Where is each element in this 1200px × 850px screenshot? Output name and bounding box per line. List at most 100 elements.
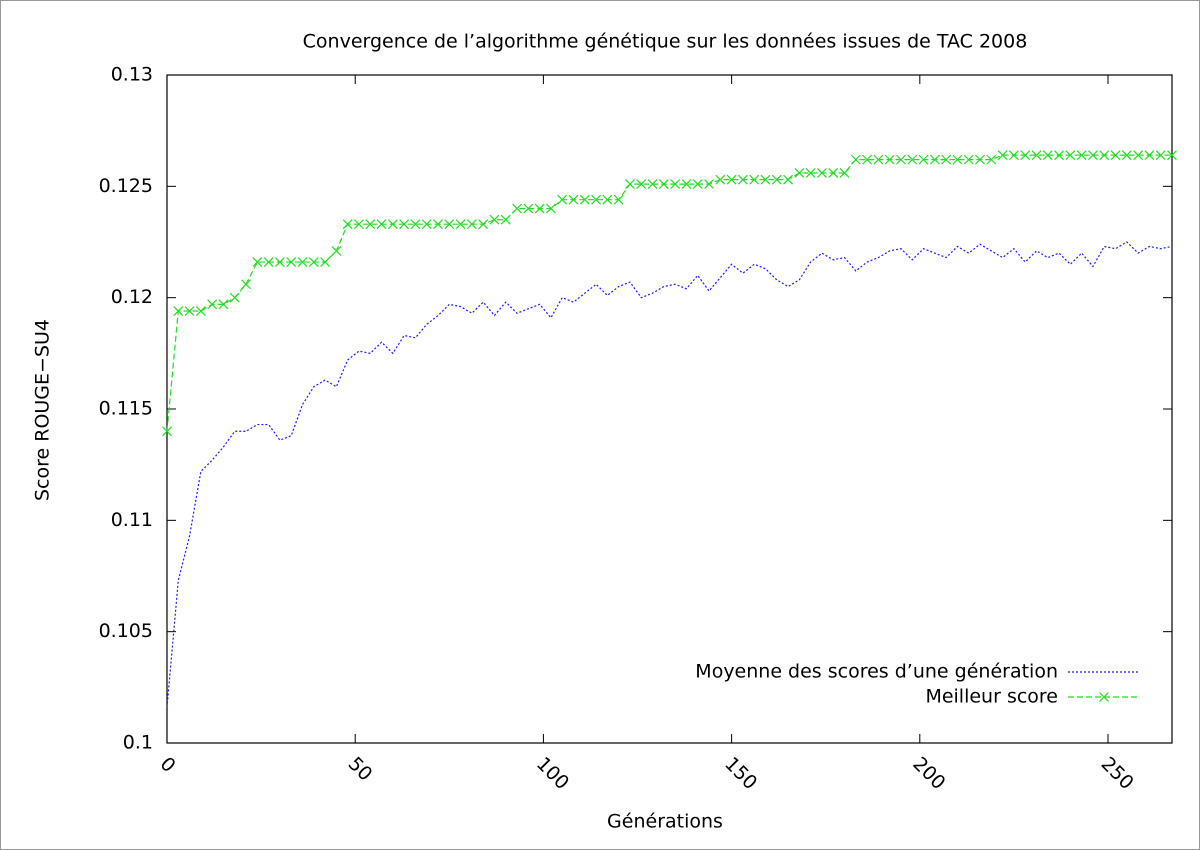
point-marker	[1031, 150, 1042, 161]
point-marker	[1088, 150, 1098, 161]
point-marker	[274, 257, 285, 267]
point-marker	[354, 219, 364, 230]
point-marker	[817, 168, 827, 178]
point-marker	[692, 179, 703, 190]
point-marker	[613, 194, 624, 205]
point-marker	[218, 299, 229, 310]
point-marker	[387, 219, 398, 230]
point-marker	[342, 219, 353, 230]
series-line	[166, 241, 1173, 708]
point-marker	[839, 168, 850, 178]
point-marker	[1133, 150, 1144, 161]
series-line	[166, 154, 1172, 432]
point-marker	[1144, 150, 1155, 161]
point-marker	[794, 168, 805, 178]
point-marker	[421, 219, 432, 230]
point-marker	[376, 219, 387, 230]
point-marker	[466, 219, 477, 230]
point-marker	[737, 174, 748, 185]
point-marker	[568, 194, 579, 205]
point-marker	[862, 154, 873, 165]
point-marker	[297, 257, 308, 267]
point-marker	[365, 219, 376, 230]
point-marker	[512, 203, 522, 214]
point-marker	[308, 257, 319, 267]
point-marker	[884, 154, 895, 165]
chart-title: Convergence de l’algorithme génétique su…	[303, 31, 1028, 53]
x-axis-label: Générations	[607, 811, 723, 833]
point-marker	[918, 154, 929, 165]
point-marker	[1121, 150, 1132, 161]
y-tick-label: 0.115	[99, 398, 153, 420]
point-marker	[941, 154, 952, 165]
point-marker	[286, 257, 297, 267]
point-marker	[195, 306, 206, 316]
point-marker	[489, 214, 500, 225]
point-marker	[850, 154, 861, 165]
point-marker	[681, 179, 692, 190]
point-marker	[455, 219, 466, 230]
y-tick-label: 0.1	[123, 732, 153, 754]
point-marker	[1020, 150, 1031, 161]
point-marker	[636, 179, 647, 190]
point-marker	[433, 219, 443, 230]
point-marker	[534, 203, 545, 214]
point-marker	[162, 426, 172, 437]
point-marker	[896, 154, 906, 165]
point-marker	[929, 154, 940, 165]
y-tick-label: 0.105	[99, 620, 153, 642]
point-marker	[658, 179, 669, 190]
legend-label: Moyenne des scores d’une génération	[695, 661, 1058, 683]
point-marker	[1167, 150, 1177, 161]
y-tick-label: 0.13	[111, 64, 153, 86]
point-marker	[331, 245, 342, 256]
point-marker	[1110, 150, 1121, 161]
point-marker	[726, 174, 737, 185]
legend-label: Meilleur score	[925, 686, 1058, 708]
point-marker	[478, 219, 489, 230]
point-marker	[207, 299, 218, 310]
point-marker	[263, 257, 274, 267]
point-marker	[1155, 150, 1166, 161]
point-marker	[647, 179, 658, 190]
point-marker	[579, 194, 590, 205]
point-marker	[557, 194, 568, 205]
point-marker	[523, 203, 534, 214]
point-marker	[805, 168, 816, 178]
point-marker	[229, 292, 240, 303]
point-marker	[500, 214, 511, 225]
point-marker	[907, 154, 918, 165]
point-marker	[173, 306, 184, 316]
point-marker	[771, 174, 782, 185]
point-marker	[1042, 150, 1053, 161]
point-marker	[444, 219, 455, 230]
point-marker	[828, 168, 839, 178]
point-marker	[997, 150, 1008, 161]
point-marker	[320, 257, 331, 267]
y-axis-label: Score ROUGE−SU4	[32, 319, 54, 501]
point-marker	[986, 154, 997, 165]
point-marker	[184, 306, 195, 316]
point-marker	[241, 279, 251, 290]
point-marker	[1076, 150, 1087, 161]
y-tick-label: 0.125	[99, 175, 153, 197]
point-marker	[1065, 150, 1076, 161]
point-marker	[399, 219, 410, 230]
point-marker	[704, 179, 714, 190]
point-marker	[252, 257, 263, 267]
point-marker	[591, 194, 602, 205]
y-tick-label: 0.11	[111, 509, 153, 531]
point-marker	[602, 194, 613, 205]
point-marker	[873, 154, 884, 165]
point-marker	[975, 154, 985, 165]
point-marker	[1099, 150, 1110, 161]
point-marker	[783, 174, 793, 185]
legend-marker	[1099, 692, 1109, 702]
point-marker	[963, 154, 974, 165]
point-marker	[1008, 150, 1019, 161]
point-marker	[410, 219, 421, 230]
y-tick-label: 0.12	[111, 286, 153, 308]
point-marker	[670, 179, 681, 190]
